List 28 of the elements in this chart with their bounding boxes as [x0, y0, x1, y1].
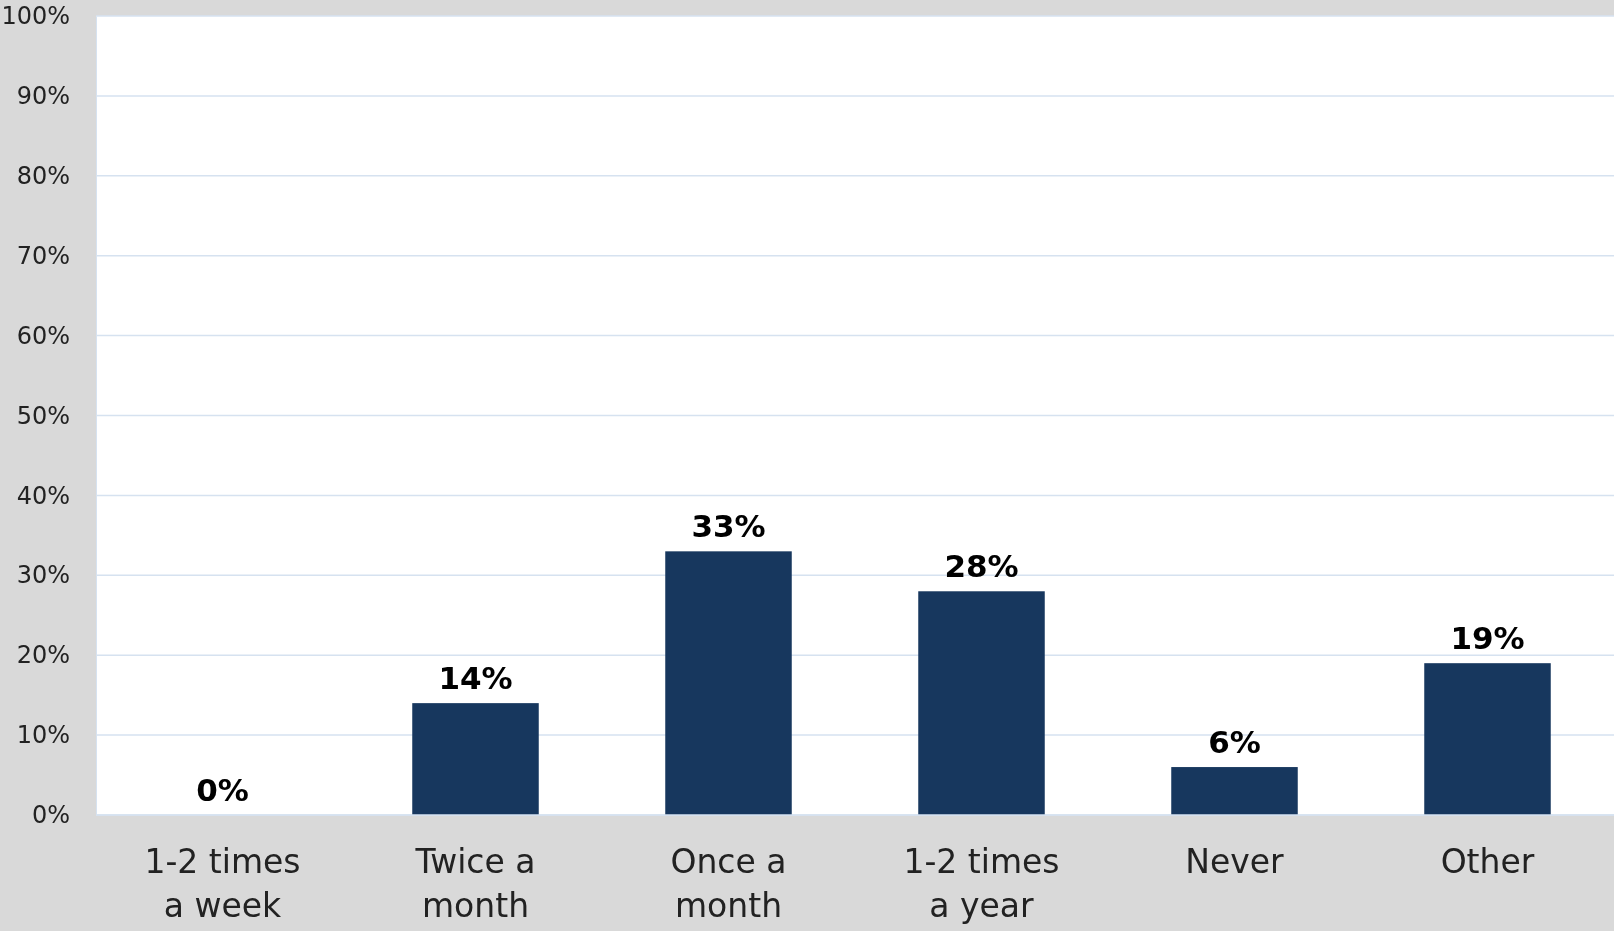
bar	[1171, 767, 1298, 815]
data-label: 14%	[438, 660, 513, 697]
data-label: 28%	[944, 548, 1019, 585]
y-tick-label: 40%	[16, 481, 70, 510]
data-label: 19%	[1450, 620, 1525, 657]
y-tick-label: 80%	[16, 161, 70, 190]
y-tick-label: 50%	[16, 401, 70, 430]
x-tick-label: 1-2 times a week	[144, 842, 301, 925]
y-tick-label: 90%	[16, 82, 70, 111]
data-label: 33%	[691, 508, 766, 545]
x-tick-label: Twice a month	[414, 842, 536, 925]
y-tick-label: 30%	[16, 561, 70, 590]
x-tick-label: Once a month	[670, 842, 787, 925]
bar	[665, 551, 792, 815]
x-tick-label: Other	[1440, 842, 1535, 881]
y-tick-label: 10%	[16, 721, 70, 750]
x-tick-label: 1-2 times a year	[903, 842, 1060, 925]
y-tick-label: 20%	[16, 641, 70, 670]
data-label: 0%	[196, 772, 249, 808]
bar	[412, 703, 539, 815]
bar	[1424, 663, 1551, 815]
y-tick-label: 100%	[1, 2, 70, 31]
bar	[918, 591, 1045, 815]
x-tick-label: Never	[1185, 842, 1285, 881]
data-label: 6%	[1208, 724, 1261, 761]
y-tick-label: 60%	[16, 321, 70, 350]
y-tick-label: 70%	[16, 241, 70, 270]
y-tick-label: 0%	[31, 801, 70, 830]
